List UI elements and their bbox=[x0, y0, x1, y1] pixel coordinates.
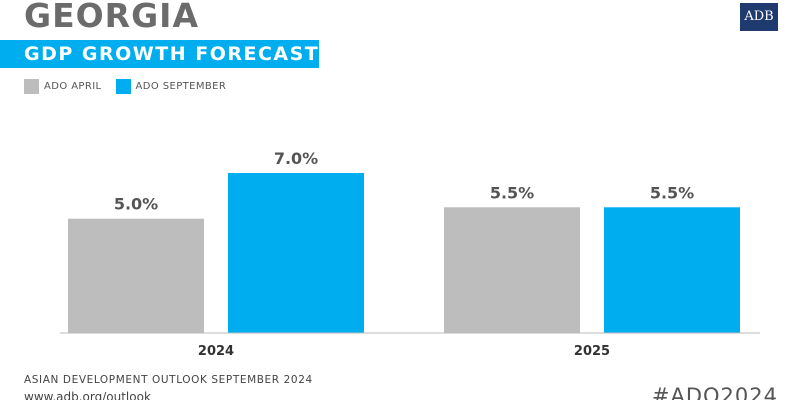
hashtag: #ADO2024 bbox=[651, 384, 778, 400]
adb-logo: ADB bbox=[740, 3, 778, 31]
bar-label-ado-april-2024: 5.0% bbox=[114, 195, 158, 214]
chart-subtitle: GDP GROWTH FORECAST bbox=[24, 43, 320, 65]
legend-label-ado-april: ADO APRIL bbox=[44, 80, 102, 92]
page-title: GEORGIA bbox=[24, 0, 199, 35]
category-labels: 2024 2025 bbox=[198, 344, 610, 359]
bar-label-ado-april-2025: 5.5% bbox=[490, 183, 534, 202]
source-url: www.adb.org/outlook bbox=[24, 390, 151, 400]
bar-ado-september-2025 bbox=[604, 207, 740, 333]
bar-group: 5.0% 7.0% 5.5% 5.5% bbox=[68, 149, 740, 333]
legend-swatch-ado-september bbox=[115, 78, 131, 94]
chart-legend: ADO APRIL ADO SEPTEMBER bbox=[24, 78, 240, 94]
bar-ado-april-2025 bbox=[444, 207, 580, 333]
adb-logo-text: ADB bbox=[744, 9, 774, 24]
source-note: ASIAN DEVELOPMENT OUTLOOK SEPTEMBER 2024 bbox=[24, 374, 313, 386]
bar-label-ado-september-2024: 7.0% bbox=[274, 149, 318, 168]
bar-ado-april-2024 bbox=[68, 218, 204, 333]
legend-swatch-ado-april bbox=[24, 78, 39, 94]
bar-ado-september-2024 bbox=[228, 173, 364, 333]
category-label-2024: 2024 bbox=[198, 344, 234, 359]
category-label-2025: 2025 bbox=[574, 344, 610, 359]
legend-item-ado-april: ADO APRIL bbox=[24, 78, 102, 94]
legend-item-ado-september: ADO SEPTEMBER bbox=[115, 78, 227, 94]
legend-label-ado-september: ADO SEPTEMBER bbox=[135, 80, 227, 92]
subtitle-banner: GDP GROWTH FORECAST bbox=[0, 40, 319, 68]
bar-label-ado-september-2025: 5.5% bbox=[650, 183, 694, 202]
